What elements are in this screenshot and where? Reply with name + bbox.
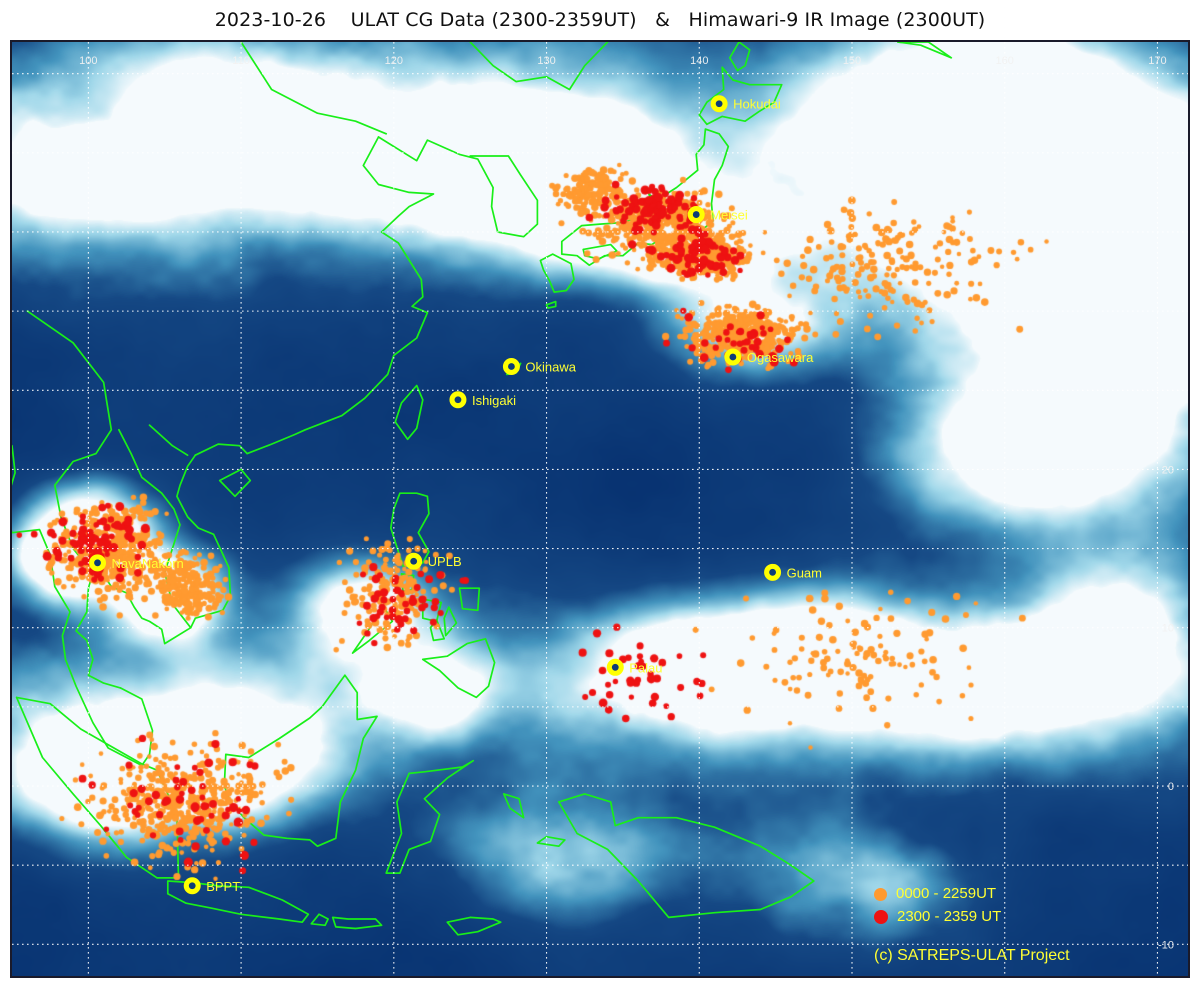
station-marker-ishigaki[interactable]: Ishigaki: [449, 391, 516, 409]
station-ring-hole: [508, 363, 515, 370]
station-marker-uplb[interactable]: UPLB: [405, 552, 462, 570]
station-label: Meisei: [710, 208, 748, 223]
lon-tick-label: 150: [843, 55, 861, 67]
cg-lightning-layer: [12, 42, 1188, 976]
station-label: UPLB: [428, 554, 462, 569]
station-layer[interactable]: Hokudai Meisei Ogasawara Okinawa Ishigaki Nav…: [12, 42, 1188, 976]
station-ring-hole: [188, 882, 196, 890]
station-label: Palau: [629, 660, 662, 675]
station-ring-hole: [410, 557, 418, 565]
station-ring-hole: [715, 100, 723, 108]
lon-tick-label: 160: [996, 55, 1014, 67]
lon-tick-label: 120: [385, 55, 403, 67]
lat-tick-label: -10: [1158, 939, 1174, 951]
station-label: Hokudai: [733, 97, 781, 112]
lon-tick-label: 140: [690, 55, 708, 67]
station-label: Okinawa: [525, 360, 576, 375]
graticule-layer: 100 110 120 130 140 150 160 170 20 10 0 -10: [12, 42, 1188, 976]
station-label: Ishigaki: [472, 393, 516, 408]
lon-tick-label: 100: [79, 55, 97, 67]
station-marker-ogasawara[interactable]: Ogasawara: [724, 348, 814, 366]
station-label: BPPT: [206, 879, 240, 894]
page-title: 2023-10-26 ULAT CG Data (2300-2359UT) & …: [214, 9, 986, 31]
lon-tick-label: 130: [537, 55, 555, 67]
lat-tick-label: 10: [1162, 623, 1174, 635]
station-label: Guam: [787, 565, 822, 580]
station-ring-hole: [454, 396, 462, 404]
station-marker-hokudai[interactable]: Hokudai: [710, 95, 781, 113]
station-marker-meisei[interactable]: Meisei: [687, 206, 748, 224]
station-ring-hole: [729, 353, 737, 361]
lon-tick-label: 170: [1148, 55, 1166, 67]
station-marker-bppt[interactable]: BPPT: [183, 877, 240, 895]
station-ring-hole: [769, 568, 776, 576]
lat-tick-label: 20: [1162, 464, 1174, 476]
map-frame[interactable]: 100 110 120 130 140 150 160 170 20 10 0 -10 Hokudai…: [10, 40, 1190, 978]
station-marker-palau[interactable]: Palau: [606, 658, 663, 676]
station-marker-guam[interactable]: Guam: [764, 563, 822, 581]
station-label: NavaNakorn: [112, 556, 184, 571]
station-ring-hole: [692, 211, 700, 218]
station-ring-hole: [94, 559, 101, 567]
station-label: Ogasawara: [747, 350, 814, 365]
map-canvas[interactable]: 100 110 120 130 140 150 160 170 20 10 0 -10 Hokudai…: [12, 42, 1188, 976]
lat-tick-label: 0: [1168, 781, 1174, 793]
lon-tick-label: 110: [232, 55, 250, 67]
title-bar: 2023-10-26 ULAT CG Data (2300-2359UT) & …: [0, 0, 1200, 40]
station-ring-hole: [611, 663, 619, 671]
station-marker-okinawa[interactable]: Okinawa: [502, 358, 577, 376]
station-marker-navanakorn[interactable]: NavaNakorn: [89, 554, 184, 572]
